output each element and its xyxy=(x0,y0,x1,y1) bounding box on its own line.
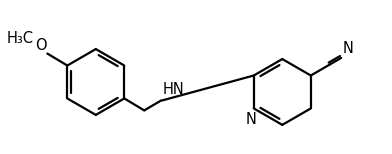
Text: N: N xyxy=(245,112,256,127)
Text: HN: HN xyxy=(162,82,184,97)
Text: O: O xyxy=(35,38,46,53)
Text: H₃C: H₃C xyxy=(6,31,33,46)
Text: N: N xyxy=(343,41,354,56)
